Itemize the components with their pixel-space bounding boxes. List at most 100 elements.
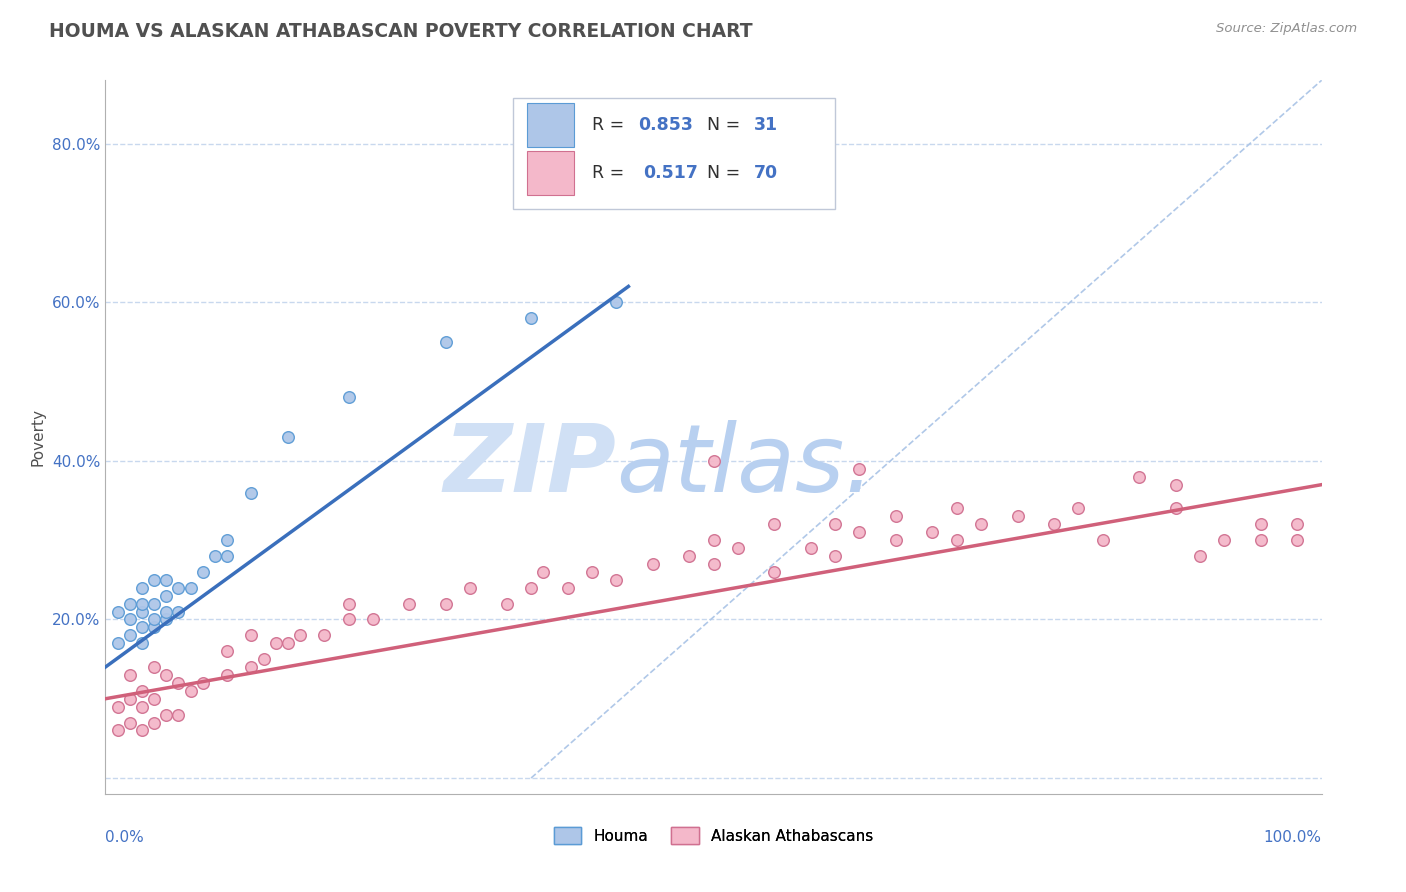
Point [131, 636, 153, 650]
Point [167, 581, 190, 595]
Point [727, 541, 749, 555]
Point [288, 628, 311, 642]
Point [240, 628, 263, 642]
Point [240, 485, 263, 500]
Text: R =: R = [592, 116, 630, 134]
Point [131, 683, 153, 698]
Point [143, 597, 166, 611]
Point [641, 557, 664, 571]
Point [1250, 517, 1272, 532]
Point [118, 612, 141, 626]
Point [1164, 501, 1187, 516]
Text: Source: ZipAtlas.com: Source: ZipAtlas.com [1216, 22, 1357, 36]
Point [314, 628, 336, 642]
Point [945, 533, 967, 548]
Point [143, 660, 166, 674]
Point [1286, 533, 1309, 548]
Text: N =: N = [707, 164, 747, 182]
Point [605, 573, 627, 587]
Point [155, 605, 177, 619]
Point [434, 334, 457, 349]
Point [458, 581, 481, 595]
Point [155, 573, 177, 587]
Point [107, 723, 129, 738]
Point [131, 605, 153, 619]
Point [155, 707, 177, 722]
Point [217, 668, 239, 682]
Point [824, 549, 846, 563]
Point [131, 620, 153, 634]
Text: 70: 70 [754, 164, 778, 182]
Point [155, 589, 177, 603]
Text: atlas.: atlas. [616, 420, 875, 511]
Point [217, 533, 239, 548]
Point [848, 525, 870, 540]
Point [337, 391, 360, 405]
Point [143, 612, 166, 626]
Point [1189, 549, 1212, 563]
Point [848, 462, 870, 476]
Point [204, 549, 226, 563]
Point [143, 715, 166, 730]
Point [702, 533, 725, 548]
Point [155, 668, 177, 682]
Point [337, 612, 360, 626]
Point [921, 525, 943, 540]
Text: 31: 31 [754, 116, 778, 134]
Point [495, 597, 517, 611]
Point [398, 597, 420, 611]
Point [824, 517, 846, 532]
Point [531, 565, 554, 579]
FancyBboxPatch shape [513, 98, 835, 209]
Point [191, 565, 214, 579]
Point [143, 691, 166, 706]
Point [167, 676, 190, 690]
Text: HOUMA VS ALASKAN ATHABASCAN POVERTY CORRELATION CHART: HOUMA VS ALASKAN ATHABASCAN POVERTY CORR… [49, 22, 752, 41]
Point [118, 715, 141, 730]
Point [520, 311, 543, 326]
Point [131, 597, 153, 611]
Point [131, 723, 153, 738]
Point [800, 541, 823, 555]
Point [217, 549, 239, 563]
Point [143, 573, 166, 587]
Text: 0.853: 0.853 [638, 116, 693, 134]
Legend: Houma, Alaskan Athabascans: Houma, Alaskan Athabascans [548, 821, 879, 850]
Text: N =: N = [707, 116, 747, 134]
Point [581, 565, 603, 579]
Point [1091, 533, 1114, 548]
Point [763, 565, 786, 579]
Point [143, 620, 166, 634]
Point [884, 533, 907, 548]
Point [107, 605, 129, 619]
Point [107, 699, 129, 714]
Point [118, 691, 141, 706]
Point [240, 660, 263, 674]
Point [520, 581, 543, 595]
Point [167, 605, 190, 619]
Point [1128, 469, 1150, 483]
Point [118, 597, 141, 611]
Point [557, 581, 579, 595]
Point [1286, 517, 1309, 532]
Point [1043, 517, 1066, 532]
Point [191, 676, 214, 690]
Text: 0.517: 0.517 [643, 164, 697, 182]
Point [118, 668, 141, 682]
Point [217, 644, 239, 658]
Point [1213, 533, 1236, 548]
Point [337, 597, 360, 611]
Point [131, 699, 153, 714]
Y-axis label: Poverty: Poverty [30, 408, 45, 467]
Text: 100.0%: 100.0% [1264, 830, 1322, 845]
Point [167, 707, 190, 722]
Point [118, 628, 141, 642]
Point [264, 636, 287, 650]
Point [945, 501, 967, 516]
FancyBboxPatch shape [527, 103, 574, 147]
Point [277, 636, 299, 650]
Point [970, 517, 993, 532]
Point [605, 295, 627, 310]
Point [155, 612, 177, 626]
Text: ZIP: ZIP [443, 419, 616, 512]
